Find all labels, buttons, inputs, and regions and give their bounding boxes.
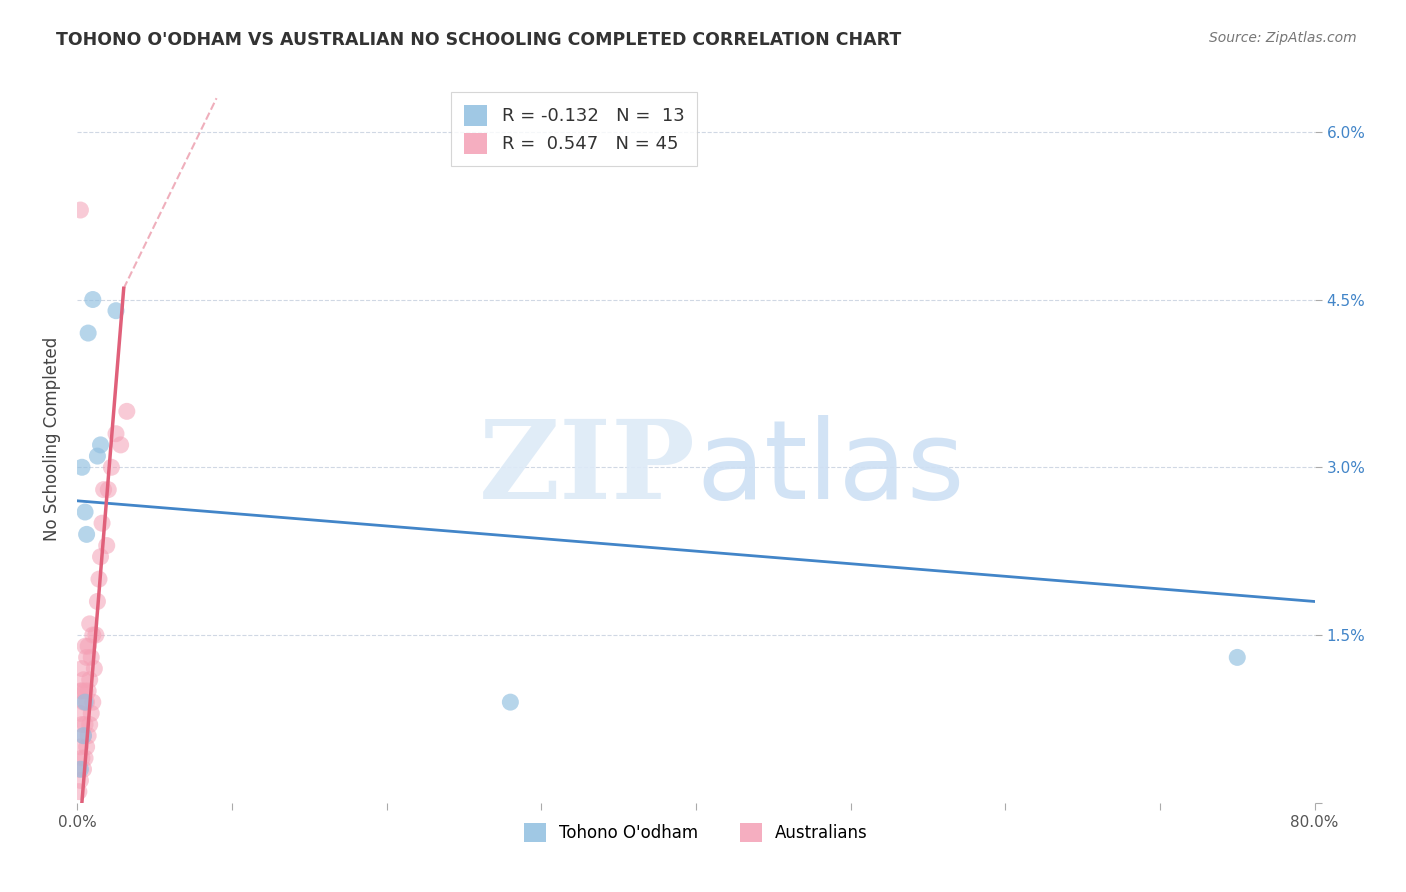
Point <box>70 717 93 731</box>
Point <box>72 729 94 743</box>
Point <box>70 751 93 765</box>
Point <box>77 684 100 698</box>
Point <box>82 695 104 709</box>
Y-axis label: No Schooling Completed: No Schooling Completed <box>42 337 60 541</box>
Point <box>77 326 100 340</box>
Point <box>69 739 91 754</box>
Point <box>72 762 94 776</box>
Point <box>70 662 93 676</box>
Point <box>82 628 104 642</box>
Point <box>83 662 105 676</box>
Point <box>105 303 127 318</box>
Point <box>115 404 138 418</box>
Point <box>499 695 522 709</box>
Point <box>76 650 98 665</box>
Point <box>70 460 93 475</box>
Point <box>80 650 103 665</box>
Point <box>76 527 98 541</box>
Point <box>69 773 91 788</box>
Point <box>96 539 118 553</box>
Point <box>69 202 91 217</box>
Point <box>1226 650 1249 665</box>
Point <box>67 784 90 798</box>
Point <box>105 426 127 441</box>
Text: TOHONO O'ODHAM VS AUSTRALIAN NO SCHOOLING COMPLETED CORRELATION CHART: TOHONO O'ODHAM VS AUSTRALIAN NO SCHOOLIN… <box>56 31 901 49</box>
Point <box>97 483 120 497</box>
Text: Source: ZipAtlas.com: Source: ZipAtlas.com <box>1209 31 1357 45</box>
Point <box>75 717 96 731</box>
Text: ZIP: ZIP <box>479 415 696 522</box>
Legend: Tohono O'odham, Australians: Tohono O'odham, Australians <box>517 816 875 849</box>
Point <box>110 438 132 452</box>
Point <box>84 628 107 642</box>
Point <box>90 438 111 452</box>
Point <box>70 684 93 698</box>
Point <box>80 706 103 721</box>
Point <box>79 717 101 731</box>
Point <box>77 729 100 743</box>
Point <box>75 639 96 653</box>
Point <box>69 706 91 721</box>
Point <box>93 483 115 497</box>
Point <box>100 460 122 475</box>
Point <box>90 549 111 564</box>
Point <box>75 751 96 765</box>
Point <box>72 729 94 743</box>
Point <box>75 505 96 519</box>
Point <box>86 594 108 608</box>
Point <box>86 449 108 463</box>
Point <box>77 639 100 653</box>
Point <box>67 762 90 776</box>
Point <box>75 684 96 698</box>
Text: atlas: atlas <box>696 415 965 522</box>
Point <box>87 572 110 586</box>
Point <box>75 695 96 709</box>
Point <box>76 739 98 754</box>
Point <box>79 673 101 687</box>
Point <box>69 762 91 776</box>
Point <box>76 695 98 709</box>
Point <box>91 516 114 531</box>
Point <box>69 684 91 698</box>
Point <box>79 616 101 631</box>
Point <box>82 293 104 307</box>
Point <box>72 673 94 687</box>
Point <box>72 695 94 709</box>
